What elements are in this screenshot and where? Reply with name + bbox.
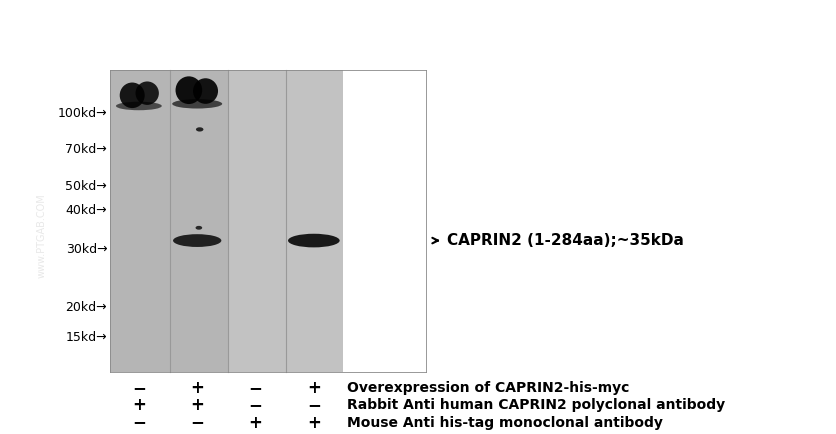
Text: −: −: [307, 396, 321, 414]
Text: +: +: [248, 414, 263, 431]
Bar: [287, 69, 343, 372]
Bar: [170, 69, 228, 372]
Text: −: −: [248, 396, 263, 414]
Ellipse shape: [288, 234, 339, 247]
Text: +: +: [307, 379, 321, 398]
Text: +: +: [132, 396, 145, 414]
Ellipse shape: [172, 99, 222, 108]
Text: Mouse Anti his-tag monoclonal antibody: Mouse Anti his-tag monoclonal antibody: [347, 415, 663, 430]
Text: Rabbit Anti human CAPRIN2 polyclonal antibody: Rabbit Anti human CAPRIN2 polyclonal ant…: [347, 398, 726, 412]
Text: 50kd→: 50kd→: [65, 180, 107, 193]
Ellipse shape: [120, 82, 145, 108]
Text: 40kd→: 40kd→: [65, 204, 107, 217]
Text: 100kd→: 100kd→: [58, 107, 107, 120]
Text: CAPRIN2 (1-284aa);~35kDa: CAPRIN2 (1-284aa);~35kDa: [447, 233, 684, 248]
Ellipse shape: [176, 76, 202, 104]
Text: www.PTGAB.COM: www.PTGAB.COM: [37, 194, 46, 278]
Bar: [228, 69, 287, 372]
Text: −: −: [248, 379, 263, 398]
Ellipse shape: [193, 78, 218, 104]
Bar: [110, 69, 170, 372]
Ellipse shape: [173, 234, 222, 247]
Text: −: −: [191, 414, 204, 431]
Text: −: −: [132, 379, 145, 398]
Text: +: +: [307, 414, 321, 431]
Text: 70kd→: 70kd→: [65, 143, 107, 156]
Text: +: +: [191, 396, 204, 414]
Text: −: −: [132, 414, 145, 431]
Text: 15kd→: 15kd→: [65, 331, 107, 344]
Ellipse shape: [116, 102, 162, 110]
Text: 20kd→: 20kd→: [65, 301, 107, 314]
Ellipse shape: [196, 226, 202, 230]
Text: Overexpression of CAPRIN2-his-myc: Overexpression of CAPRIN2-his-myc: [347, 381, 630, 395]
Ellipse shape: [196, 127, 203, 132]
Text: +: +: [191, 379, 204, 398]
Ellipse shape: [135, 82, 159, 105]
Text: 30kd→: 30kd→: [65, 243, 107, 256]
